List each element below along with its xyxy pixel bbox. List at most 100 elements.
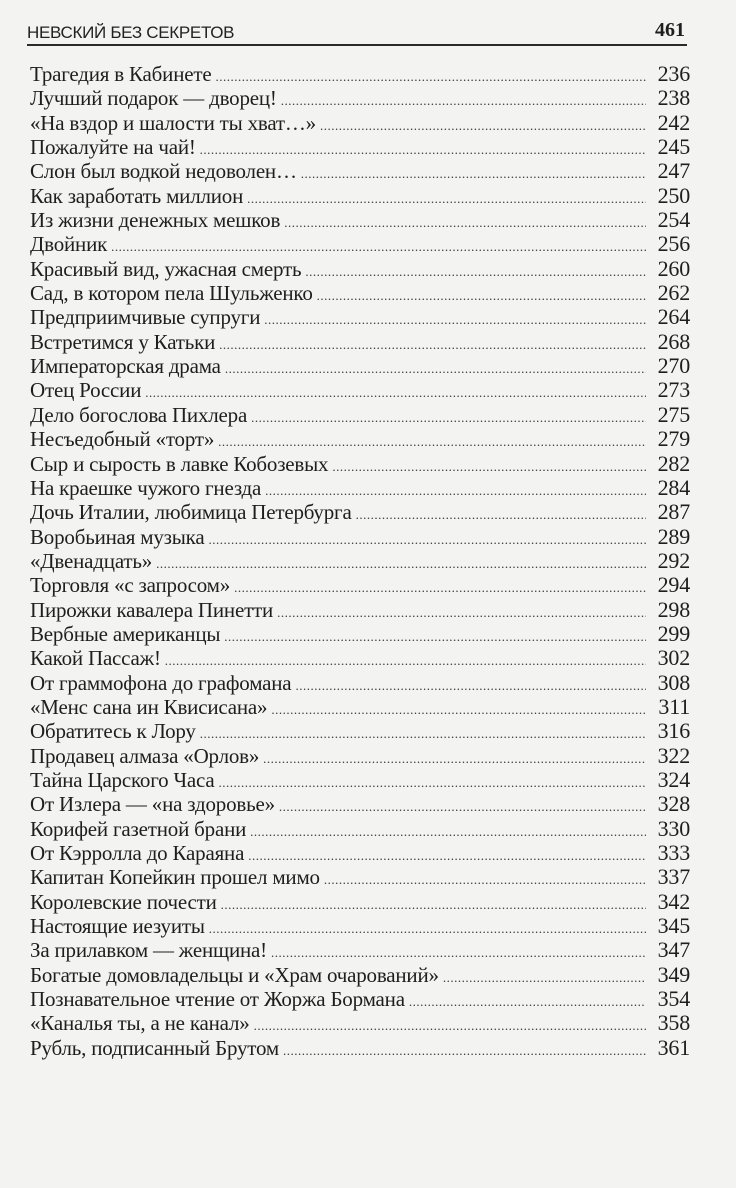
dot-leader [409, 990, 646, 1014]
toc-entry: Встретимся у Катьки 268 [30, 328, 691, 357]
toc-entry-title: «Двенадцать» [30, 548, 153, 573]
toc-entry: «Менс сана ин Квисисана» 311 [30, 694, 690, 722]
dot-leader [305, 260, 646, 284]
toc-entry-title: Предприимчивые супруги [30, 305, 261, 330]
toc-entry: Из жизни денежных мешков 254 [30, 207, 691, 233]
toc-entry-title: За прилавком — женщина! [30, 938, 267, 963]
dot-leader [251, 406, 646, 430]
toc-entry-page: 322 [657, 742, 691, 768]
toc-entry: От Кэрролла до Караяна 333 [30, 841, 690, 866]
toc-entry: «На вздор и шалости ты хват…» 242 [30, 109, 691, 135]
toc-entry: Как заработать миллион 250 [30, 183, 690, 211]
toc-entry-title: «На вздор и шалости ты хват…» [30, 110, 316, 135]
toc-entry: От Излера — «на здоровье» 328 [30, 791, 691, 819]
toc-entry: Сыр и сырость в лавке Кобозевых 282 [30, 450, 691, 479]
toc-entry-title: Императорская драма [30, 354, 221, 379]
toc-entry-title: Тайна Царского Часа [30, 767, 215, 792]
toc-entry-page: 260 [657, 255, 691, 281]
toc-entry-page: 330 [657, 815, 691, 841]
toc-entry: От граммофона до графомана 308 [30, 669, 691, 698]
dot-leader [295, 674, 646, 698]
toc-entry: За прилавком — женщина! 347 [30, 937, 691, 963]
dot-leader [221, 893, 646, 917]
toc-entry-title: Слон был водкой недоволен… [30, 159, 297, 184]
dot-leader [271, 698, 646, 722]
dot-leader [215, 65, 646, 89]
toc-entry-title: От Излера — «на здоровье» [30, 792, 275, 817]
toc-entry: Пирожки кавалера Пинетти 298 [30, 596, 691, 622]
dot-leader [219, 771, 646, 795]
dot-leader [332, 455, 646, 479]
dot-leader [209, 917, 646, 941]
toc-entry: Воробьиная музыка 289 [30, 523, 691, 549]
toc-entry-title: Вербные американцы [30, 621, 221, 646]
dot-leader [200, 722, 646, 746]
toc-entry: Предприимчивые супруги 264 [30, 304, 691, 332]
toc-entry-title: Продавец алмаза «Орлов» [30, 743, 260, 768]
toc-entry: Лучший подарок — дворец! 238 [30, 86, 690, 111]
toc-entry-title: Пожалуйте на чай! [30, 135, 196, 160]
toc-entry-title: Рубль, подписанный Брутом [30, 1035, 279, 1060]
toc-entry-page: 361 [657, 1034, 691, 1060]
toc-entry-page: 264 [657, 304, 691, 330]
toc-entry-page: 324 [657, 766, 691, 792]
toc-entry-page: 289 [657, 523, 691, 549]
toc-entry-title: «Менс сана ин Квисисана» [30, 694, 268, 719]
toc-entry-page: 299 [657, 620, 691, 646]
toc-entry-page: 282 [657, 450, 691, 476]
toc-entry-page: 302 [657, 645, 691, 671]
dot-leader [279, 795, 646, 819]
page-number: 461 [655, 19, 685, 41]
toc-entry: Вербные американцы 299 [30, 620, 691, 646]
dot-leader [301, 162, 646, 186]
toc-entry: Познавательное чтение от Жоржа Бормана 35… [30, 986, 691, 1014]
toc-entry-page: 270 [657, 353, 691, 379]
dot-leader [254, 1014, 646, 1038]
toc-entry-page: 242 [657, 109, 691, 135]
toc-entry-title: Обратитесь к Лору [30, 719, 196, 744]
toc-entry: Богатые домовладельцы и «Храм очарований… [30, 962, 690, 990]
toc-entry-title: На краешке чужого гнезда [30, 475, 262, 500]
toc-entry: Императорская драма 270 [30, 353, 691, 381]
toc-entry-page: 254 [657, 207, 691, 233]
toc-entry: Рубль, подписанный Брутом 361 [30, 1034, 691, 1063]
dot-leader [283, 1039, 646, 1063]
toc-entry-page: 354 [657, 986, 691, 1012]
toc-entry-page: 279 [657, 426, 691, 452]
toc-entry: Продавец алмаза «Орлов» 322 [30, 742, 691, 771]
toc-entry-page: 316 [657, 718, 691, 744]
toc-entry-title: «Каналья ты, а не канал» [30, 1011, 250, 1036]
toc-entry: Корифей газетной брани 330 [30, 815, 691, 841]
toc-entry: Дочь Италии, любимица Петербурга 287 [30, 499, 691, 525]
dot-leader [263, 747, 646, 771]
toc-entry-title: Отец России [30, 378, 142, 403]
toc-entry-title: Воробьиная музыка [30, 524, 205, 549]
dot-leader [264, 308, 646, 332]
toc-entry-title: Сыр и сырость в лавке Кобозевых [30, 451, 329, 476]
toc-entry-page: 328 [657, 791, 691, 817]
dot-leader [234, 576, 646, 600]
toc-entry: Слон был водкой недоволен… 247 [30, 158, 691, 186]
toc-entry-title: Какой Пассаж! [30, 646, 161, 671]
toc-entry: Капитан Копейкин прошел мимо 337 [30, 865, 690, 892]
running-title: НЕВСКИЙ БЕЗ СЕКРЕТОВ [27, 23, 235, 42]
toc-entry-page: 347 [657, 937, 691, 963]
toc-entry-title: Настоящие иезуиты [30, 914, 205, 939]
toc-entry-page: 342 [657, 888, 691, 914]
toc-entry-page: 298 [657, 596, 691, 622]
toc-entry-title: Пирожки кавалера Пинетти [30, 597, 274, 622]
toc-entry-title: Несъедобный «торт» [30, 427, 215, 452]
dot-leader [324, 868, 646, 892]
toc-entry-page: 247 [657, 158, 691, 184]
toc-entry-page: 345 [657, 913, 691, 939]
dot-leader [219, 333, 646, 357]
toc-entry-page: 287 [657, 499, 691, 525]
dot-leader [225, 357, 646, 381]
toc-entry-page: 308 [657, 669, 691, 695]
dot-leader [247, 187, 646, 211]
toc-entry: Трагедия в Кабинете 236 [30, 62, 690, 89]
toc-entry-title: От граммофона до графомана [30, 670, 292, 695]
dot-leader [443, 966, 646, 990]
toc-entry-title: Лучший подарок — дворец! [30, 86, 277, 111]
toc-entry-page: 268 [657, 328, 691, 354]
